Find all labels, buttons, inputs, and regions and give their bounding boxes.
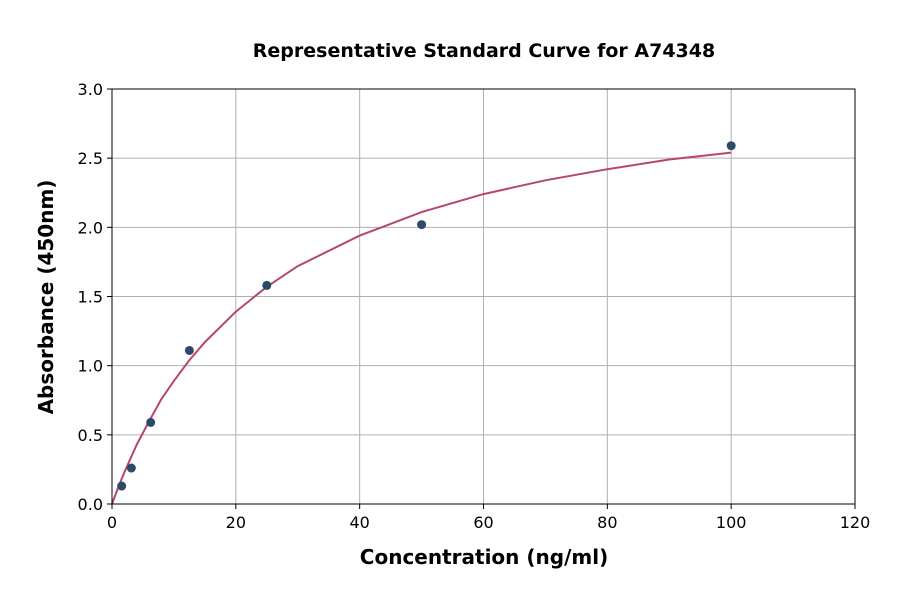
plot-frame [111,88,856,505]
y-tick-label: 2.5 [78,149,103,168]
y-tick-label: 1.0 [78,357,103,376]
data-point [417,220,427,230]
x-tick-label: 80 [597,513,617,532]
x-tick-label: 40 [349,513,369,532]
x-tick-label: 120 [840,513,871,532]
data-point [117,481,127,491]
y-axis-label: Absorbance (450nm) [34,180,58,415]
x-tick-label: 100 [716,513,747,532]
x-tick-label: 60 [473,513,493,532]
x-tick-label: 0 [107,513,117,532]
data-point [126,463,136,473]
data-point [146,417,156,427]
data-point [262,280,272,290]
data-point [184,345,194,355]
y-tick-label: 0.5 [78,426,103,445]
y-tick-label: 0.0 [78,495,103,514]
chart-title: Representative Standard Curve for A74348 [253,40,715,62]
fit-curve-line [111,151,732,505]
y-tick-label: 2.0 [78,218,103,237]
y-tick-label: 1.5 [78,288,103,307]
y-tick-label: 3.0 [78,80,103,99]
data-point [726,141,736,151]
x-tick-label: 20 [226,513,246,532]
x-axis-label: Concentration (ng/ml) [360,545,608,569]
